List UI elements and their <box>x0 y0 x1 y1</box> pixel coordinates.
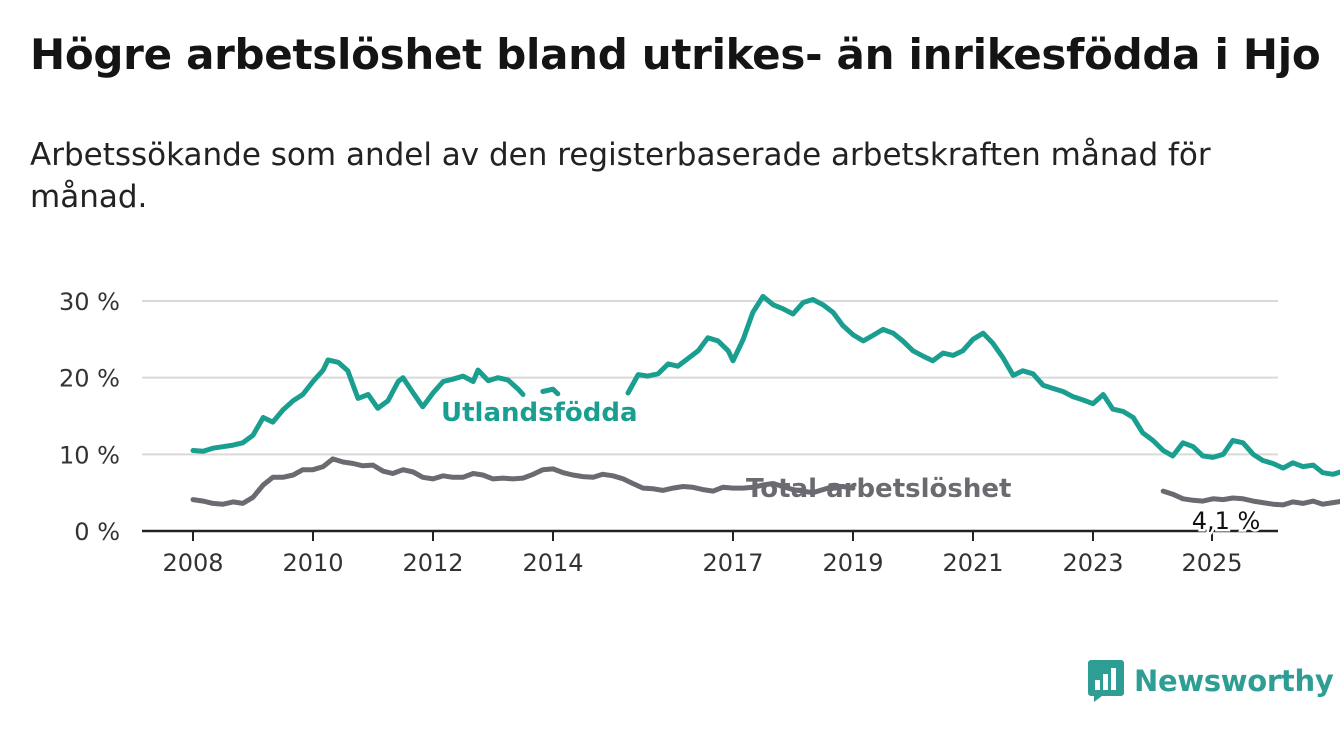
x-tick-label: 2025 <box>1181 549 1242 577</box>
x-axis-ticks: 2008 2010 2012 2014 2017 2019 2021 2023 2025 <box>162 531 1243 577</box>
y-axis-ticks: 0 % 10 % 20 % 30 % <box>59 288 120 546</box>
gridlines <box>142 300 1278 533</box>
x-tick-label: 2014 <box>522 549 583 577</box>
chart-title: Högre arbetslöshet bland utrikes- än inr… <box>30 30 1321 79</box>
newsworthy-logo[interactable]: Newsworthy <box>1088 660 1334 702</box>
x-tick-label: 2023 <box>1062 549 1123 577</box>
foreign-born-line-segment <box>625 293 1340 477</box>
x-tick-label: 2021 <box>942 549 1003 577</box>
x-tick-label: 2019 <box>822 549 883 577</box>
series-lines <box>190 293 1340 508</box>
brand-name: Newsworthy <box>1134 664 1334 698</box>
foreign-born-line-segment <box>540 386 561 397</box>
series-label-foreign: Utlandsfödda <box>441 398 638 428</box>
last-value-label: 4,1 % <box>1192 507 1261 535</box>
y-tick-label: 30 % <box>59 288 120 316</box>
total-unemployment-line-segment <box>190 456 856 507</box>
x-tick-label: 2010 <box>282 549 343 577</box>
y-tick-label: 20 % <box>59 365 120 393</box>
total-unemployment-line-segment <box>1160 488 1340 508</box>
y-tick-label: 0 % <box>74 518 120 546</box>
x-tick-label: 2017 <box>702 549 763 577</box>
x-tick-label: 2008 <box>162 549 223 577</box>
annotations: Utlandsfödda Total arbetslöshet 4,1 % <box>441 398 1263 538</box>
newsworthy-chart-icon <box>1088 660 1124 702</box>
x-tick-label: 2012 <box>402 549 463 577</box>
foreign-born-line-segment <box>190 357 526 454</box>
series-label-total: Total arbetslöshet <box>746 474 1011 504</box>
y-tick-label: 10 % <box>59 441 120 469</box>
chart-subtitle: Arbetssökande som andel av den registerb… <box>30 137 1211 215</box>
